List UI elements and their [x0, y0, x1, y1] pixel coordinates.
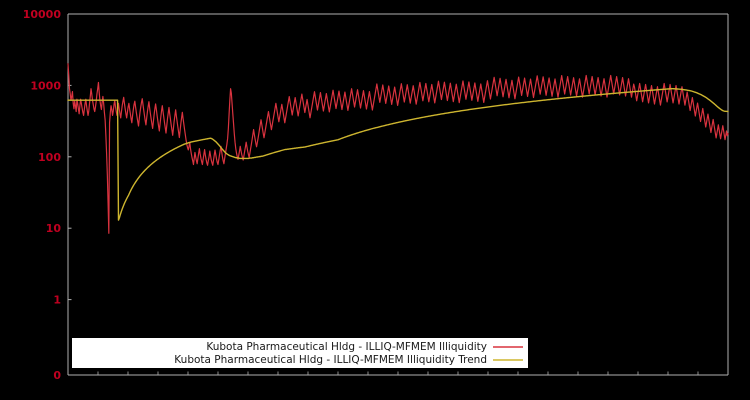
series-group: [67, 63, 729, 234]
illiquidity-trend-line: [67, 87, 729, 221]
y-tick-label-10000: 10000: [23, 8, 62, 21]
legend-label-illiquidity: Kubota Pharmaceutical Hldg - ILLIQ-MFMEM…: [206, 341, 487, 353]
y-tick-label-1000: 1000: [30, 79, 61, 92]
y-tick-label-10: 10: [46, 222, 62, 235]
legend-box: [72, 338, 528, 368]
y-tick-label-1: 1: [53, 294, 61, 307]
plot-frame: [67, 13, 729, 376]
chart-legend[interactable]: Kubota Pharmaceutical Hldg - ILLIQ-MFMEM…: [72, 338, 528, 368]
illiquidity-line: [67, 63, 729, 234]
legend-label-illiquidity-trend: Kubota Pharmaceutical Hldg - ILLIQ-MFMEM…: [174, 354, 487, 366]
y-tick-label-100: 100: [38, 151, 61, 164]
y-tick-label-0: 0: [53, 369, 61, 382]
